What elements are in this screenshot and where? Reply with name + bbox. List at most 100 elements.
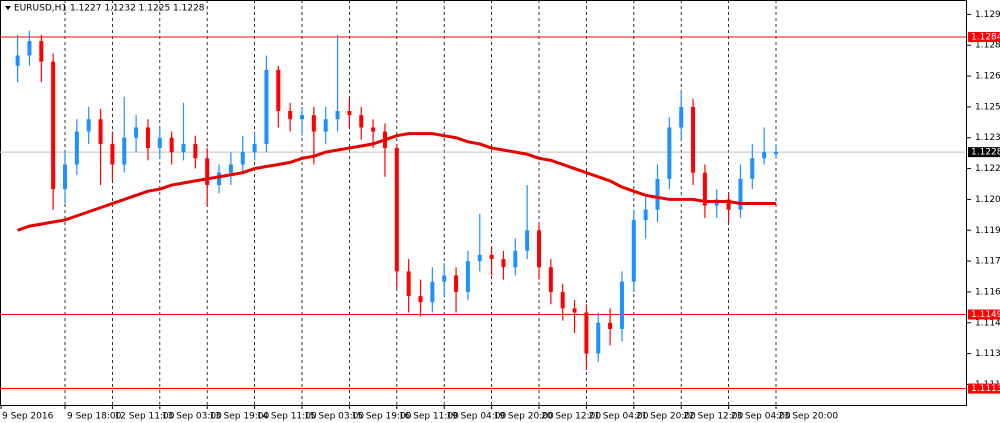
candle-body [608,322,613,329]
candle-body [655,178,660,210]
x-tick-label: 13 Sep 19:00 [209,412,269,422]
candle-body [169,137,174,153]
y-tick-label: 1.1280 [975,41,1000,51]
x-tick-label: 19 Sep 04:00 [446,412,506,422]
candle-body [418,296,423,303]
candle-body [74,131,79,165]
candle-body [181,143,186,153]
candle-body [39,41,44,62]
candle-body [750,158,755,179]
candle-body [679,106,684,128]
candle-body [311,115,316,132]
chart-header: EURUSD,H1 1.1227 1.1232 1.1225 1.1228 [14,4,205,14]
candle-body [157,137,162,149]
candle-body [619,281,624,329]
candle-body [560,291,565,309]
candle-body [454,275,459,292]
level-label-box [968,32,1000,43]
candle-body [98,119,103,144]
candle-body [430,281,435,303]
y-tick-label: 1.1130 [975,349,1000,359]
x-tick-label: 13 Sep 03:00 [162,412,222,422]
candle-body [240,152,245,165]
y-tick-label: 1.1175 [975,257,1000,267]
candle-body [193,143,198,159]
level-label: 1.1149 [971,310,1000,320]
candle-body [264,69,269,144]
x-tick-label: 23 Sep 20:00 [778,412,838,422]
x-tick-label: 15 Sep 03:00 [304,412,364,422]
candle-body [537,230,541,268]
candle-body [691,106,696,173]
x-tick-label: 21 Sep 20:00 [636,412,696,422]
candle-body [643,209,648,220]
candle-body [477,254,482,262]
candle-body [442,275,447,282]
candle-body [702,172,707,206]
candle-body [86,119,91,132]
moving-average [17,132,776,232]
candle-body [572,308,577,313]
x-tick-label: 19 Sep 20:00 [494,412,554,422]
candle-body [726,199,731,210]
candle-body [288,111,293,120]
x-tick-label: 21 Sep 04:00 [588,412,648,422]
candle-body [501,259,506,268]
candle-body [631,219,636,282]
level-label-box [968,309,1000,320]
candle-body [738,178,743,210]
y-tick-label: 1.1295 [975,10,1000,20]
candle-body [489,254,494,260]
x-tick-label: 9 Sep 2016 [2,412,54,422]
candle-body [548,267,553,292]
candle-body [323,119,328,132]
candle-body [27,41,32,56]
price-label-box [968,147,1000,158]
candle-body [774,152,778,155]
x-tick-label: 9 Sep 18:00 [67,412,122,422]
candle-body [394,148,399,272]
candle-body [513,250,518,268]
y-tick-label: 1.1250 [975,102,1000,112]
candle-body [15,55,20,66]
menu-arrow [5,6,11,10]
candle-body [63,164,67,190]
x-tick-label: 14 Sep 11:00 [257,412,317,422]
y-tick-label: 1.1145 [975,318,1000,328]
candle-body [51,61,56,190]
candle-body [228,164,233,173]
x-tick-label: 16 Sep 11:00 [399,412,459,422]
candle-body [465,261,470,292]
candle-body [406,271,411,297]
price-label: 1.1228 [971,148,1000,158]
y-tick-label: 1.1160 [975,287,1000,297]
candle-body [525,230,530,251]
candle-body [252,143,257,153]
level-label-box [968,383,1000,394]
plot-frame [0,0,967,406]
candle-body [134,127,139,138]
candle-body [371,127,376,132]
candle-body [145,127,150,149]
x-tick-label: 22 Sep 12:00 [683,412,743,422]
candle-body [762,152,767,159]
y-tick-label: 1.1220 [975,164,1000,174]
candle-body [347,111,352,116]
y-tick-label: 1.1235 [975,133,1000,143]
candle-body [300,115,304,120]
candle-body [110,143,115,165]
candle-body [122,137,127,165]
candle-body [596,322,601,354]
level-label: 1.1113 [971,384,1000,394]
level-label: 1.1284 [971,33,1000,43]
y-tick-label: 1.1190 [975,226,1000,236]
candle-body [217,172,222,186]
x-tick-label: 23 Sep 04:00 [731,412,791,422]
x-tick-label: 20 Sep 12:00 [541,412,601,422]
candle-body [359,115,364,128]
x-tick-label: 12 Sep 11:00 [114,412,174,422]
candle-body [584,312,589,354]
x-tick-label: 15 Sep 19:00 [351,412,411,422]
